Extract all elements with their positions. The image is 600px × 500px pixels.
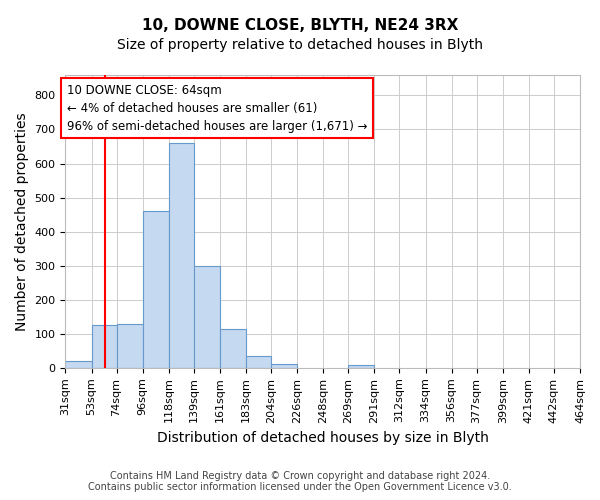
X-axis label: Distribution of detached houses by size in Blyth: Distribution of detached houses by size … xyxy=(157,431,488,445)
Bar xyxy=(271,364,297,368)
Text: 10 DOWNE CLOSE: 64sqm
← 4% of detached houses are smaller (61)
96% of semi-detac: 10 DOWNE CLOSE: 64sqm ← 4% of detached h… xyxy=(67,84,367,132)
Bar xyxy=(246,356,271,368)
Text: Contains HM Land Registry data © Crown copyright and database right 2024.
Contai: Contains HM Land Registry data © Crown c… xyxy=(88,471,512,492)
Bar xyxy=(65,361,92,368)
Text: 10, DOWNE CLOSE, BLYTH, NE24 3RX: 10, DOWNE CLOSE, BLYTH, NE24 3RX xyxy=(142,18,458,32)
Bar xyxy=(116,324,143,368)
Bar xyxy=(348,365,374,368)
Bar xyxy=(92,326,116,368)
Bar xyxy=(169,143,194,368)
Bar xyxy=(220,328,246,368)
Y-axis label: Number of detached properties: Number of detached properties xyxy=(15,112,29,330)
Text: Size of property relative to detached houses in Blyth: Size of property relative to detached ho… xyxy=(117,38,483,52)
Bar xyxy=(143,211,169,368)
Bar xyxy=(194,266,220,368)
